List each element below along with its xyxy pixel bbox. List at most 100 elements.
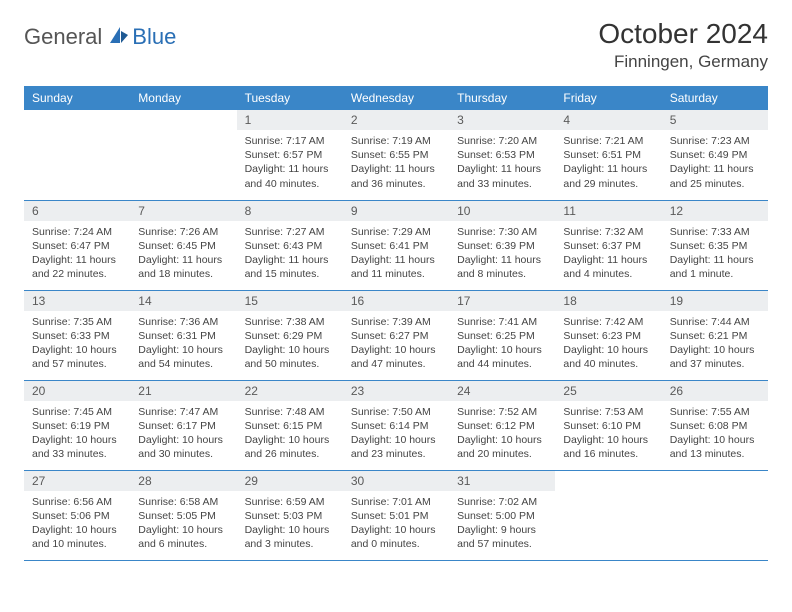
day-number: 18 [555,291,661,311]
daylight-line: Daylight: 11 hours and 29 minutes. [563,162,653,190]
sunset-line: Sunset: 6:25 PM [457,329,547,343]
day-number: 31 [449,471,555,491]
day-number: 23 [343,381,449,401]
daylight-line: Daylight: 10 hours and 16 minutes. [563,433,653,461]
day-number: 30 [343,471,449,491]
sunset-line: Sunset: 6:47 PM [32,239,122,253]
day-body: Sunrise: 7:17 AMSunset: 6:57 PMDaylight:… [237,130,343,197]
day-number: 8 [237,201,343,221]
day-body: Sunrise: 7:27 AMSunset: 6:43 PMDaylight:… [237,221,343,288]
day-body: Sunrise: 6:59 AMSunset: 5:03 PMDaylight:… [237,491,343,558]
sunset-line: Sunset: 5:05 PM [138,509,228,523]
day-body: Sunrise: 7:24 AMSunset: 6:47 PMDaylight:… [24,221,130,288]
calendar-week-row: ..1Sunrise: 7:17 AMSunset: 6:57 PMDaylig… [24,110,768,200]
daylight-line: Daylight: 10 hours and 37 minutes. [670,343,760,371]
calendar-week-row: 20Sunrise: 7:45 AMSunset: 6:19 PMDayligh… [24,380,768,470]
day-body: Sunrise: 7:35 AMSunset: 6:33 PMDaylight:… [24,311,130,378]
day-body: Sunrise: 7:41 AMSunset: 6:25 PMDaylight:… [449,311,555,378]
logo-text-blue: Blue [132,24,176,50]
sunrise-line: Sunrise: 7:30 AM [457,225,547,239]
weekday-header: Saturday [662,86,768,110]
daylight-line: Daylight: 10 hours and 13 minutes. [670,433,760,461]
sunrise-line: Sunrise: 7:50 AM [351,405,441,419]
day-number: 28 [130,471,236,491]
sunset-line: Sunset: 6:15 PM [245,419,335,433]
calendar-day-cell: 11Sunrise: 7:32 AMSunset: 6:37 PMDayligh… [555,200,661,290]
day-body: Sunrise: 7:01 AMSunset: 5:01 PMDaylight:… [343,491,449,558]
day-number: 16 [343,291,449,311]
day-number: 27 [24,471,130,491]
day-number: 29 [237,471,343,491]
calendar-week-row: 6Sunrise: 7:24 AMSunset: 6:47 PMDaylight… [24,200,768,290]
daylight-line: Daylight: 11 hours and 25 minutes. [670,162,760,190]
calendar-day-cell: 21Sunrise: 7:47 AMSunset: 6:17 PMDayligh… [130,380,236,470]
sunset-line: Sunset: 6:49 PM [670,148,760,162]
day-number: 26 [662,381,768,401]
calendar-day-cell: . [662,470,768,560]
day-number: 11 [555,201,661,221]
sunrise-line: Sunrise: 7:45 AM [32,405,122,419]
sunrise-line: Sunrise: 7:44 AM [670,315,760,329]
day-body: Sunrise: 7:39 AMSunset: 6:27 PMDaylight:… [343,311,449,378]
sunset-line: Sunset: 6:53 PM [457,148,547,162]
calendar-day-cell: 25Sunrise: 7:53 AMSunset: 6:10 PMDayligh… [555,380,661,470]
calendar-day-cell: 16Sunrise: 7:39 AMSunset: 6:27 PMDayligh… [343,290,449,380]
daylight-line: Daylight: 11 hours and 15 minutes. [245,253,335,281]
sunrise-line: Sunrise: 7:27 AM [245,225,335,239]
sunrise-line: Sunrise: 6:56 AM [32,495,122,509]
calendar-day-cell: 26Sunrise: 7:55 AMSunset: 6:08 PMDayligh… [662,380,768,470]
daylight-line: Daylight: 10 hours and 23 minutes. [351,433,441,461]
day-number: 24 [449,381,555,401]
day-number: 12 [662,201,768,221]
day-number: 2 [343,110,449,130]
day-body: Sunrise: 7:20 AMSunset: 6:53 PMDaylight:… [449,130,555,197]
location-label: Finningen, Germany [598,52,768,72]
weekday-header: Wednesday [343,86,449,110]
sunrise-line: Sunrise: 7:33 AM [670,225,760,239]
sunset-line: Sunset: 6:21 PM [670,329,760,343]
calendar-day-cell: 28Sunrise: 6:58 AMSunset: 5:05 PMDayligh… [130,470,236,560]
day-number: 20 [24,381,130,401]
calendar-day-cell: 15Sunrise: 7:38 AMSunset: 6:29 PMDayligh… [237,290,343,380]
daylight-line: Daylight: 11 hours and 40 minutes. [245,162,335,190]
daylight-line: Daylight: 9 hours and 57 minutes. [457,523,547,551]
calendar-day-cell: 8Sunrise: 7:27 AMSunset: 6:43 PMDaylight… [237,200,343,290]
title-block: October 2024 Finningen, Germany [598,18,768,72]
day-body: Sunrise: 7:19 AMSunset: 6:55 PMDaylight:… [343,130,449,197]
day-body: Sunrise: 7:48 AMSunset: 6:15 PMDaylight:… [237,401,343,468]
daylight-line: Daylight: 10 hours and 20 minutes. [457,433,547,461]
day-body: Sunrise: 7:38 AMSunset: 6:29 PMDaylight:… [237,311,343,378]
daylight-line: Daylight: 10 hours and 57 minutes. [32,343,122,371]
day-body: Sunrise: 7:33 AMSunset: 6:35 PMDaylight:… [662,221,768,288]
day-body: Sunrise: 7:44 AMSunset: 6:21 PMDaylight:… [662,311,768,378]
sunset-line: Sunset: 6:51 PM [563,148,653,162]
daylight-line: Daylight: 11 hours and 22 minutes. [32,253,122,281]
sunrise-line: Sunrise: 7:42 AM [563,315,653,329]
day-body: Sunrise: 7:23 AMSunset: 6:49 PMDaylight:… [662,130,768,197]
month-title: October 2024 [598,18,768,50]
day-number: 4 [555,110,661,130]
calendar-week-row: 27Sunrise: 6:56 AMSunset: 5:06 PMDayligh… [24,470,768,560]
sunset-line: Sunset: 6:12 PM [457,419,547,433]
sunrise-line: Sunrise: 7:26 AM [138,225,228,239]
calendar-day-cell: 14Sunrise: 7:36 AMSunset: 6:31 PMDayligh… [130,290,236,380]
sunrise-line: Sunrise: 7:55 AM [670,405,760,419]
calendar-day-cell: 6Sunrise: 7:24 AMSunset: 6:47 PMDaylight… [24,200,130,290]
sunrise-line: Sunrise: 7:38 AM [245,315,335,329]
daylight-line: Daylight: 10 hours and 30 minutes. [138,433,228,461]
sunrise-line: Sunrise: 6:59 AM [245,495,335,509]
calendar-day-cell: 30Sunrise: 7:01 AMSunset: 5:01 PMDayligh… [343,470,449,560]
day-number: 25 [555,381,661,401]
sunrise-line: Sunrise: 7:32 AM [563,225,653,239]
day-number: 13 [24,291,130,311]
calendar-day-cell: 2Sunrise: 7:19 AMSunset: 6:55 PMDaylight… [343,110,449,200]
sunrise-line: Sunrise: 7:20 AM [457,134,547,148]
daylight-line: Daylight: 11 hours and 1 minute. [670,253,760,281]
calendar-week-row: 13Sunrise: 7:35 AMSunset: 6:33 PMDayligh… [24,290,768,380]
sunset-line: Sunset: 6:27 PM [351,329,441,343]
header: General Blue October 2024 Finningen, Ger… [24,18,768,72]
day-body: Sunrise: 7:42 AMSunset: 6:23 PMDaylight:… [555,311,661,378]
day-number: 15 [237,291,343,311]
sunset-line: Sunset: 6:37 PM [563,239,653,253]
sunset-line: Sunset: 5:01 PM [351,509,441,523]
